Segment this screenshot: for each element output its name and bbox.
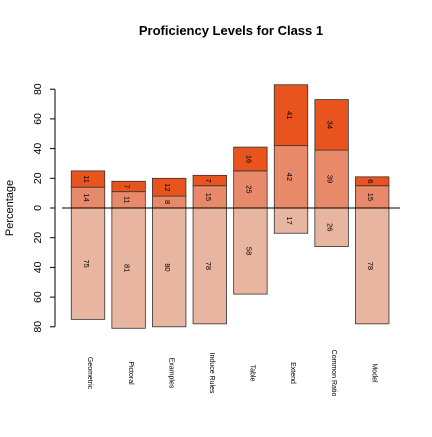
bar-segment-high xyxy=(111,180,146,193)
data-label: 7 xyxy=(123,184,132,188)
data-label: 75 xyxy=(82,260,91,268)
bar-segment-mid xyxy=(233,170,268,209)
bar-segment-high xyxy=(355,176,390,187)
data-label: 26 xyxy=(326,223,335,231)
bar-group: 78 15 6 xyxy=(355,176,390,325)
data-label: 58 xyxy=(244,247,253,255)
bar-segment-high xyxy=(192,174,227,187)
y-tick-label: 80 xyxy=(32,83,44,95)
y-tick-label: 0 xyxy=(32,205,44,211)
x-tick-label: Table xyxy=(249,365,256,382)
x-tick-label: Model xyxy=(370,363,377,383)
bar-segment-mid xyxy=(314,149,349,209)
x-tick-label: Pictoral xyxy=(127,361,134,385)
y-tick-label: 40 xyxy=(32,143,44,155)
bar-group: 78 15 7 xyxy=(192,174,227,325)
data-label: 42 xyxy=(285,173,294,181)
data-label: 80 xyxy=(163,263,172,271)
y-tick-label: 80 xyxy=(32,321,44,333)
bar-segment-low xyxy=(152,207,187,328)
bar-group: 75 14 11 xyxy=(70,170,106,320)
data-label: 78 xyxy=(204,262,213,270)
x-tick-label: Extend xyxy=(289,362,296,384)
y-tick-label: 40 xyxy=(32,261,44,273)
y-tick-label: 60 xyxy=(32,291,44,303)
data-label: 15 xyxy=(366,193,375,201)
data-label: 8 xyxy=(163,200,172,204)
x-tick-label: Examples xyxy=(167,358,174,389)
data-label: 7 xyxy=(204,178,213,182)
bar-segment-high xyxy=(273,84,309,147)
bar-group: 81 11 7 xyxy=(111,180,146,329)
data-label: 25 xyxy=(244,185,253,193)
bar-group: 17 42 41 xyxy=(273,84,309,234)
data-label: 15 xyxy=(204,193,213,201)
data-label: 11 xyxy=(123,196,132,204)
bar-segment-high xyxy=(152,177,187,197)
bar-segment-high xyxy=(233,146,268,172)
y-tick-label: 60 xyxy=(32,113,44,125)
data-label: 14 xyxy=(82,193,91,201)
bars: 75 14 11 81 11 7 80 8 12 78 15 7 58 25 16 17 42 41 26 39 34 7… xyxy=(62,84,400,329)
data-label: 78 xyxy=(366,262,375,270)
bar-segment-low xyxy=(111,207,146,329)
bar-segment-mid xyxy=(273,145,309,209)
x-tick-label: Geometric xyxy=(86,357,93,390)
data-label: 11 xyxy=(82,175,91,183)
data-label: 6 xyxy=(366,179,375,183)
data-label: 41 xyxy=(285,111,294,119)
bar-group: 58 25 16 xyxy=(233,146,268,295)
data-label: 34 xyxy=(326,121,335,129)
y-tick-label: 20 xyxy=(32,232,44,244)
x-tick-label: Common Ratio xyxy=(330,350,337,397)
y-tick-label: 20 xyxy=(32,172,44,184)
bar-segment-high xyxy=(70,170,106,188)
bar-segment-low xyxy=(355,207,390,325)
chart-title: Proficiency Levels for Class 1 xyxy=(139,23,323,38)
data-label: 12 xyxy=(163,183,172,191)
y-axis-label: Percentage xyxy=(4,180,16,236)
y-axis: 80 60 40 20 0 20 40 60 80 xyxy=(32,83,56,333)
bar-group: 80 8 12 xyxy=(152,177,187,328)
bar-segment-low xyxy=(192,207,227,325)
data-label: 17 xyxy=(285,216,294,224)
bar-group: 26 39 34 xyxy=(314,99,349,248)
data-label: 16 xyxy=(244,155,253,163)
data-label: 81 xyxy=(123,264,132,272)
x-axis-ticks: Geometric Pictoral Examples Induce Rules Tab… xyxy=(86,350,377,397)
data-label: 39 xyxy=(326,175,335,183)
bar-segment-low xyxy=(314,207,349,248)
bar-segment-high xyxy=(314,99,349,151)
bar-segment-low xyxy=(273,207,309,234)
bar-segment-low xyxy=(233,207,268,295)
x-tick-label: Induce Rules xyxy=(208,353,215,394)
